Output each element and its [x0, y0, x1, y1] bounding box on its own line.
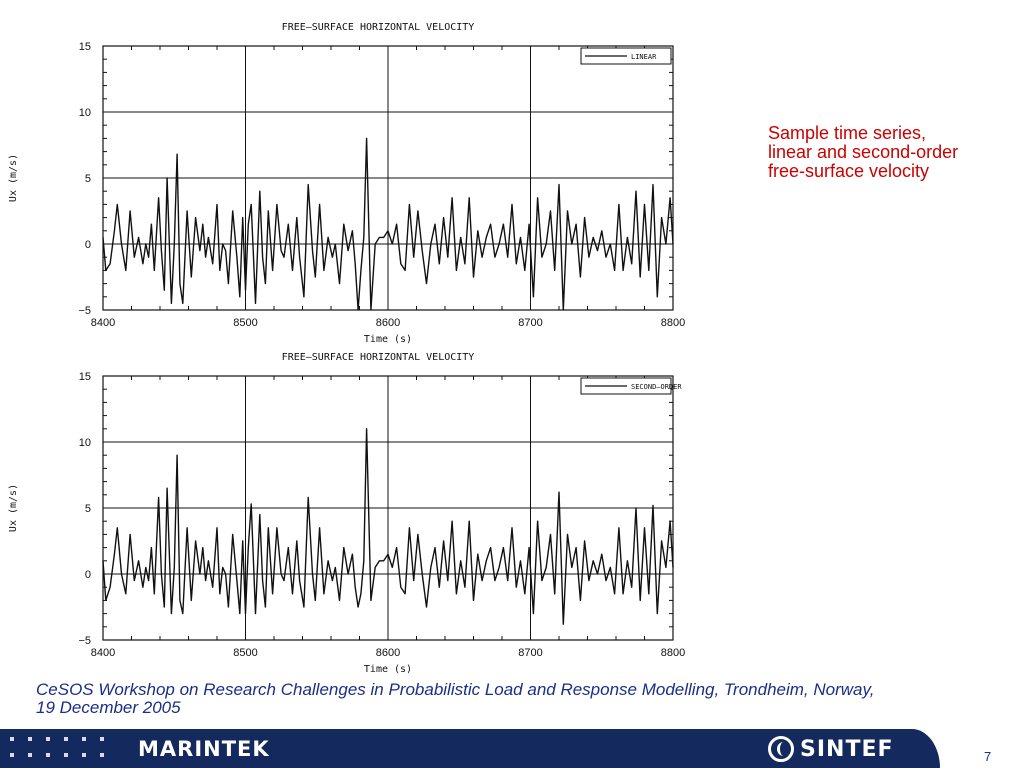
- footer-band: MARINTEK SINTEF: [0, 729, 940, 768]
- y-tick-label: 5: [85, 173, 91, 185]
- slide-caption: Sample time series, linear and second-or…: [768, 123, 959, 181]
- linear-velocity-chart: FREE–SURFACE HORIZONTAL VELOCITY 8400 8500…: [8, 22, 685, 345]
- x-tick-label: 8600: [376, 647, 400, 659]
- footer-dot: [46, 753, 50, 757]
- y-tick-label: 5: [85, 503, 91, 515]
- y-tick-label: 10: [79, 107, 91, 119]
- legend: LINEAR: [580, 47, 672, 65]
- legend-label: LINEAR: [631, 53, 657, 61]
- x-axis-label: Time (s): [364, 664, 412, 675]
- y-tick-label: 15: [79, 41, 91, 53]
- footer-dot: [64, 753, 68, 757]
- x-axis-label: Time (s): [364, 334, 412, 345]
- x-tick-label: 8400: [91, 317, 115, 329]
- legend: SECOND–ORDER: [580, 377, 682, 395]
- x-tick-label: 8400: [91, 647, 115, 659]
- footer-dot: [28, 737, 32, 741]
- chart-title: FREE–SURFACE HORIZONTAL VELOCITY: [282, 352, 475, 363]
- footer-dot: [10, 737, 14, 741]
- sintef-logo-text: SINTEF: [800, 736, 894, 762]
- y-tick-label: 0: [85, 239, 91, 251]
- chart-title: FREE–SURFACE HORIZONTAL VELOCITY: [282, 22, 475, 33]
- second-order-velocity-chart: FREE–SURFACE HORIZONTAL VELOCITY 8400 8500…: [8, 352, 685, 675]
- x-tick-label: 8700: [518, 317, 542, 329]
- x-tick-label: 8800: [661, 647, 685, 659]
- y-tick-label: −5: [78, 305, 91, 317]
- legend-label: SECOND–ORDER: [631, 383, 682, 391]
- series-line: [102, 137, 674, 311]
- sintef-logo: SINTEF: [768, 734, 894, 764]
- y-tick-label: 0: [85, 569, 91, 581]
- footer-dot: [100, 753, 104, 757]
- footer-dot: [10, 753, 14, 757]
- y-tick-label: 15: [79, 371, 91, 383]
- footer-dot: [28, 753, 32, 757]
- x-tick-label: 8500: [233, 317, 257, 329]
- x-tick-label: 8700: [518, 647, 542, 659]
- y-axis-label: Ux (m/s): [8, 484, 19, 532]
- footer-dot: [46, 737, 50, 741]
- x-tick-label: 8800: [661, 317, 685, 329]
- footer-dot: [64, 737, 68, 741]
- dot-pattern-decoration: [10, 735, 120, 763]
- page-number: 7: [984, 749, 992, 764]
- y-tick-label: 10: [79, 437, 91, 449]
- x-tick-label: 8600: [376, 317, 400, 329]
- footer-bar: MARINTEK SINTEF 7: [0, 729, 1024, 768]
- footer-dot: [82, 753, 86, 757]
- y-axis-label: Ux (m/s): [8, 154, 19, 202]
- footer-dot: [82, 737, 86, 741]
- sintef-mark-icon: [768, 736, 794, 762]
- chart-linear: FREE–SURFACE HORIZONTAL VELOCITY 8400 8500…: [0, 14, 700, 354]
- footer-dot: [100, 737, 104, 741]
- marintek-logo: MARINTEK: [138, 737, 270, 761]
- chart-second-order: FREE–SURFACE HORIZONTAL VELOCITY 8400 8500…: [0, 344, 700, 678]
- workshop-footnote: CeSOS Workshop on Research Challenges in…: [36, 680, 875, 717]
- x-tick-label: 8500: [233, 647, 257, 659]
- series-line: [102, 428, 674, 625]
- y-tick-label: −5: [78, 635, 91, 647]
